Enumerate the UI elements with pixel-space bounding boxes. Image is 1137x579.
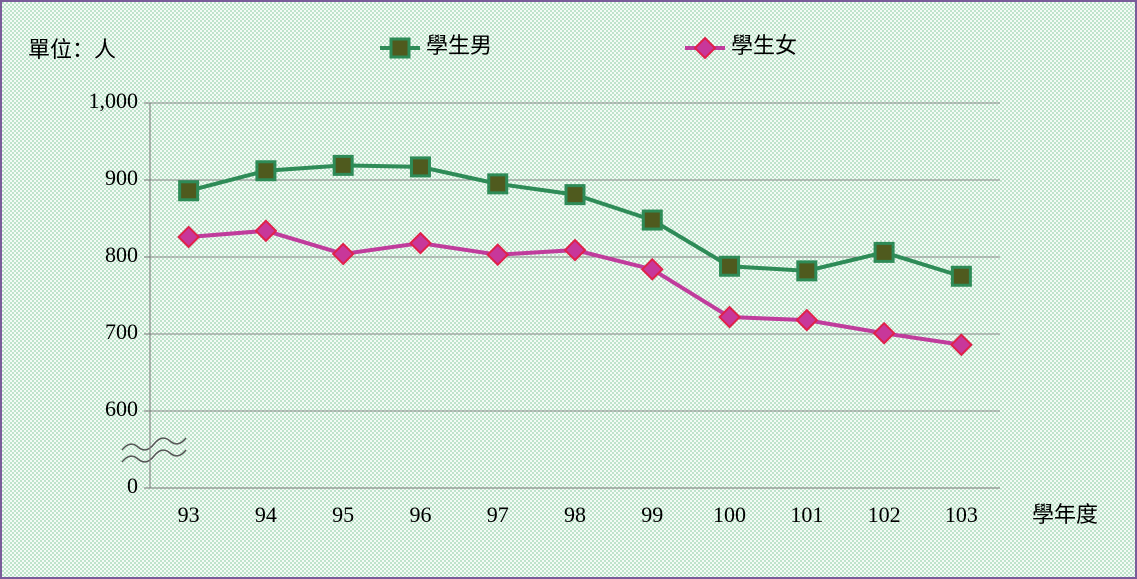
marker bbox=[563, 238, 587, 262]
marker bbox=[564, 184, 586, 206]
marker bbox=[177, 225, 201, 249]
marker bbox=[640, 257, 664, 281]
x-tick-label: 100 bbox=[713, 502, 746, 527]
y-tick-label: 900 bbox=[105, 165, 138, 190]
x-tick-label: 98 bbox=[564, 502, 586, 527]
marker bbox=[718, 305, 741, 329]
y-tick-label: 1,000 bbox=[89, 88, 139, 113]
marker bbox=[872, 321, 896, 345]
axis-break bbox=[121, 437, 187, 463]
marker bbox=[331, 242, 355, 266]
x-tick-label: 102 bbox=[868, 502, 901, 527]
marker bbox=[178, 180, 200, 202]
y-tick-label: 800 bbox=[105, 242, 138, 267]
unit-label: 單位：人 bbox=[28, 37, 116, 62]
marker bbox=[950, 265, 972, 287]
marker bbox=[409, 156, 431, 178]
x-tick-label: 101 bbox=[790, 502, 823, 527]
marker bbox=[332, 154, 354, 176]
x-tick-label: 103 bbox=[945, 502, 978, 527]
x-tick-label: 99 bbox=[641, 502, 663, 527]
marker bbox=[255, 160, 277, 182]
x-tick-label: 96 bbox=[409, 502, 431, 527]
x-tick-label: 95 bbox=[332, 502, 354, 527]
legend-label: 學生女 bbox=[731, 33, 797, 58]
legend-label: 學生男 bbox=[426, 33, 492, 58]
marker bbox=[409, 231, 432, 255]
x-tick-label: 94 bbox=[255, 502, 277, 527]
y-tick-label: 600 bbox=[105, 396, 138, 421]
x-tick-label: 93 bbox=[178, 502, 200, 527]
marker bbox=[796, 260, 818, 282]
y-tick-label: 0 bbox=[127, 473, 138, 498]
x-tick-label: 97 bbox=[487, 502, 509, 527]
marker bbox=[487, 173, 509, 195]
marker bbox=[949, 333, 973, 357]
marker bbox=[693, 36, 717, 60]
marker bbox=[641, 209, 663, 231]
marker bbox=[486, 243, 510, 267]
x-axis-label: 學年度 bbox=[1032, 502, 1098, 527]
y-tick-label: 700 bbox=[105, 319, 138, 344]
marker bbox=[389, 37, 411, 59]
marker bbox=[254, 219, 278, 243]
marker bbox=[719, 255, 741, 277]
marker bbox=[795, 308, 819, 332]
marker bbox=[873, 241, 895, 263]
